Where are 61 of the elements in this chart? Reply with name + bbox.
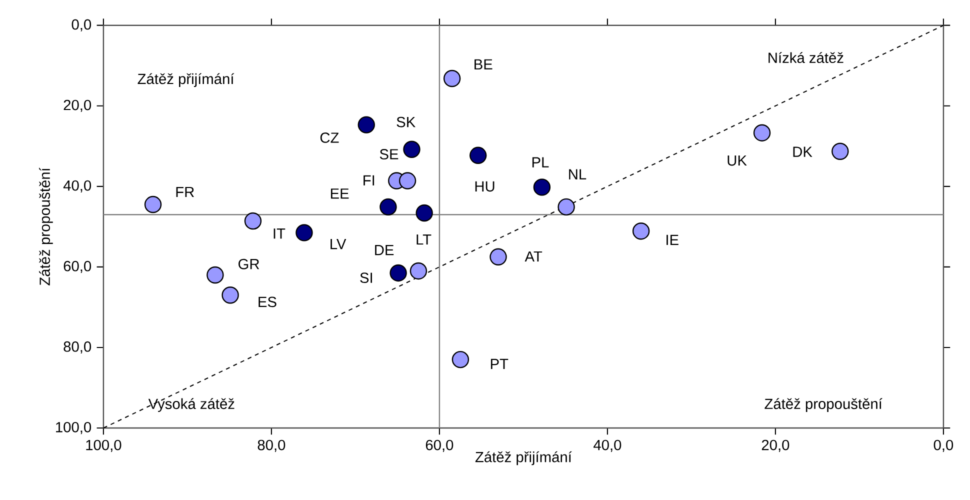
point <box>452 350 470 368</box>
annotation: PT <box>490 358 508 369</box>
annotation: UK <box>728 155 747 166</box>
point <box>144 196 162 214</box>
y-tick-label: 40,0 <box>63 180 92 192</box>
y-tick-label: 60,0 <box>64 260 92 274</box>
x-tick-label: 100,0 <box>86 440 122 452</box>
annotation: LT <box>416 234 432 245</box>
annotation: Zátěž přijímání <box>138 73 234 88</box>
y-tick-label: 0,0 <box>72 19 92 32</box>
point <box>390 264 407 282</box>
annotation: FR <box>176 186 194 198</box>
point <box>358 116 375 134</box>
point <box>470 146 487 164</box>
point <box>410 262 428 280</box>
annotation: EE <box>330 188 349 199</box>
annotation: HU <box>475 181 494 192</box>
point <box>753 124 771 142</box>
annotation: DE <box>375 245 394 256</box>
annotation: BE <box>474 59 492 70</box>
annotation: Zátěž propouštění <box>764 398 882 412</box>
point <box>403 140 420 158</box>
point <box>206 266 224 284</box>
point <box>380 198 397 216</box>
point <box>398 172 416 190</box>
annotation: CZ <box>320 132 339 143</box>
x-tick-label: 60,0 <box>426 440 454 452</box>
annotation: Vysoká zátěž <box>148 398 234 412</box>
point <box>416 204 433 222</box>
annotation: SI <box>360 272 372 283</box>
annotation: ES <box>258 296 276 308</box>
y-tick-label: 100,0 <box>56 422 92 434</box>
y-tick-label: 20,0 <box>64 100 92 112</box>
x-tick-label: 0,0 <box>934 440 954 452</box>
y-axis-title: Zátěž propouštění <box>39 168 53 286</box>
x-tick-label: 40,0 <box>594 440 622 452</box>
point <box>832 142 849 160</box>
annotation: SK <box>396 116 416 128</box>
annotation: IT <box>274 228 286 239</box>
x-tick-label: 80,0 <box>258 440 286 452</box>
annotation: NL <box>569 169 586 180</box>
annotation: AT <box>524 251 542 262</box>
annotation: SE <box>380 149 398 160</box>
point <box>296 224 313 242</box>
point <box>558 198 575 216</box>
point <box>533 178 551 196</box>
y-tick-label: 80,0 <box>64 341 92 354</box>
annotation: Nízká zátěž <box>768 52 844 64</box>
x-axis-title: Zátěž přijímání <box>475 451 572 466</box>
annotation: GR <box>238 258 260 270</box>
point <box>632 222 650 240</box>
x-tick-label: 20,0 <box>762 440 790 452</box>
annotation: DK <box>793 146 812 157</box>
point <box>222 286 239 304</box>
annotation: FI <box>364 175 374 186</box>
point <box>443 70 461 88</box>
point <box>490 248 507 266</box>
annotation: LV <box>330 239 346 250</box>
point <box>244 212 262 230</box>
annotation: PL <box>532 157 549 168</box>
annotation: IE <box>666 234 678 245</box>
